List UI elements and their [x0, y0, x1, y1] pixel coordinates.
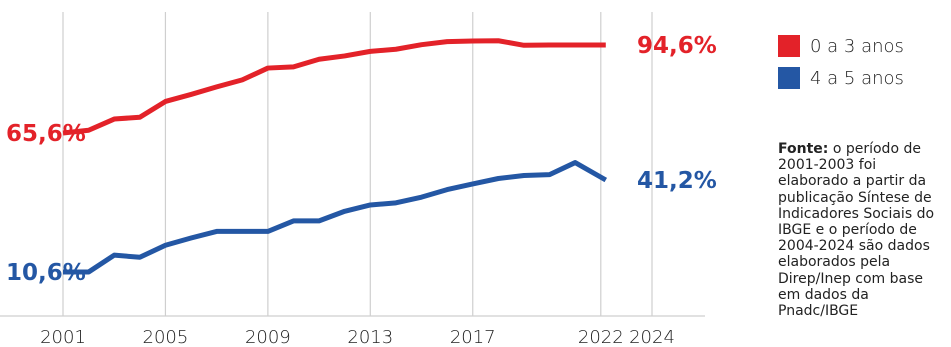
- legend-label: 0 a 3 anos: [810, 35, 904, 57]
- source-note-label: Fonte:: [778, 141, 829, 157]
- source-note: Fonte: o período de 2001-2003 foi elabor…: [778, 141, 946, 319]
- series-end-labels: 65,6% 94,6% 10,6% 41,2%: [6, 33, 717, 286]
- legend-item-4-a-5-anos: 4 a 5 anos: [778, 62, 904, 94]
- x-tick-label: 2017: [450, 327, 496, 347]
- series-end-label: 41,2%: [637, 168, 717, 194]
- legend: 0 a 3 anos 4 a 5 anos: [778, 30, 904, 94]
- legend-item-0-a-3-anos: 0 a 3 anos: [778, 30, 904, 62]
- series-lines: [62, 38, 608, 275]
- x-tick-label: 2009: [245, 327, 291, 347]
- series-start-label: 65,6%: [6, 121, 86, 147]
- line-chart: 2001 2005 2009 2013 2017 2022 2024 65,6% 94,6% 1…: [0, 12, 717, 347]
- source-note-text: o período de 2001-2003 foi elaborado a p…: [778, 141, 935, 320]
- x-tick-label: 2005: [143, 327, 189, 347]
- x-tick-label: 2001: [40, 327, 86, 347]
- series-line: [62, 38, 606, 136]
- x-axis-tick-labels: 2001 2005 2009 2013 2017 2022 2024: [40, 327, 675, 347]
- series-end-label: 94,6%: [637, 33, 717, 59]
- legend-swatch-blue: [778, 67, 800, 89]
- legend-label: 4 a 5 anos: [810, 67, 904, 89]
- legend-swatch-red: [778, 35, 800, 57]
- x-tick-label: 2013: [347, 327, 393, 347]
- x-tick-label: 2022: [578, 327, 624, 347]
- vertical-gridlines: [62, 12, 653, 316]
- x-tick-label: 2024: [629, 327, 675, 347]
- series-start-label: 10,6%: [6, 260, 86, 286]
- series-line: [63, 160, 608, 275]
